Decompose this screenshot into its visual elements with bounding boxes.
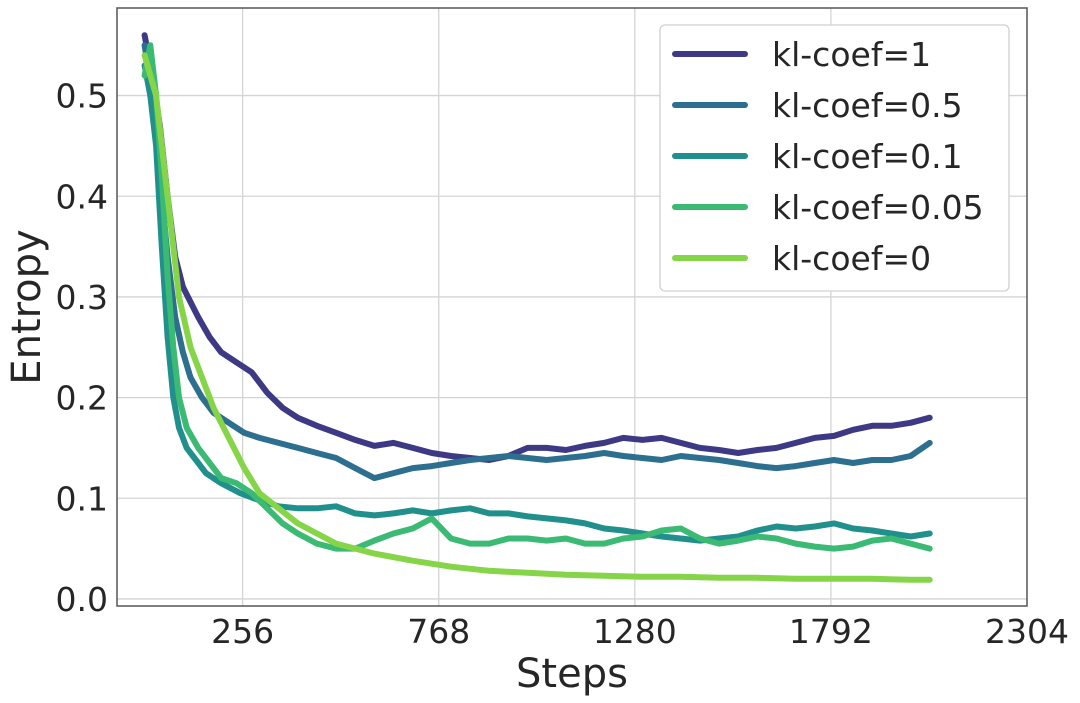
x-tick-label: 1792	[789, 612, 873, 651]
legend-label: kl-coef=0	[772, 239, 931, 278]
x-axis-label: Steps	[516, 651, 628, 697]
x-tick-label: 2304	[985, 612, 1069, 651]
series-layer	[141, 32, 933, 583]
series-line-kl-coef-0-1	[141, 62, 933, 544]
plot-frame	[116, 7, 1028, 607]
legend-label: kl-coef=0.5	[772, 86, 963, 125]
x-tick-label: 256	[211, 612, 274, 651]
series-line-kl-coef-0-05	[141, 42, 933, 552]
y-tick-label: 0.5	[56, 77, 108, 116]
y-tick-label: 0.3	[56, 278, 108, 317]
legend-label: kl-coef=0.05	[772, 188, 984, 227]
y-tick-label: 0.1	[56, 479, 108, 518]
legend: kl-coef=1 kl-coef=0.5 kl-coef=0.1 kl-coef=0…	[659, 24, 1010, 292]
y-axis-label: Entropy	[4, 229, 50, 384]
y-tick-label: 0.0	[56, 580, 108, 619]
legend-label: kl-coef=0.1	[772, 137, 963, 176]
legend-box	[659, 24, 1010, 292]
series-line-kl-coef-0	[141, 52, 933, 583]
series-line-kl-coef-0-5	[141, 42, 933, 482]
y-tick-label: 0.2	[56, 379, 108, 418]
legend-label: kl-coef=1	[772, 35, 931, 74]
x-tick-label: 1280	[593, 612, 677, 651]
y-tick-label: 0.4	[56, 177, 108, 216]
x-tick-label: 768	[407, 612, 470, 651]
y-axis-ticks: 0.0 0.1 0.2 0.3 0.4 0.5	[56, 77, 108, 619]
x-axis-ticks: 256 768 1280 1792 2304	[211, 612, 1069, 651]
